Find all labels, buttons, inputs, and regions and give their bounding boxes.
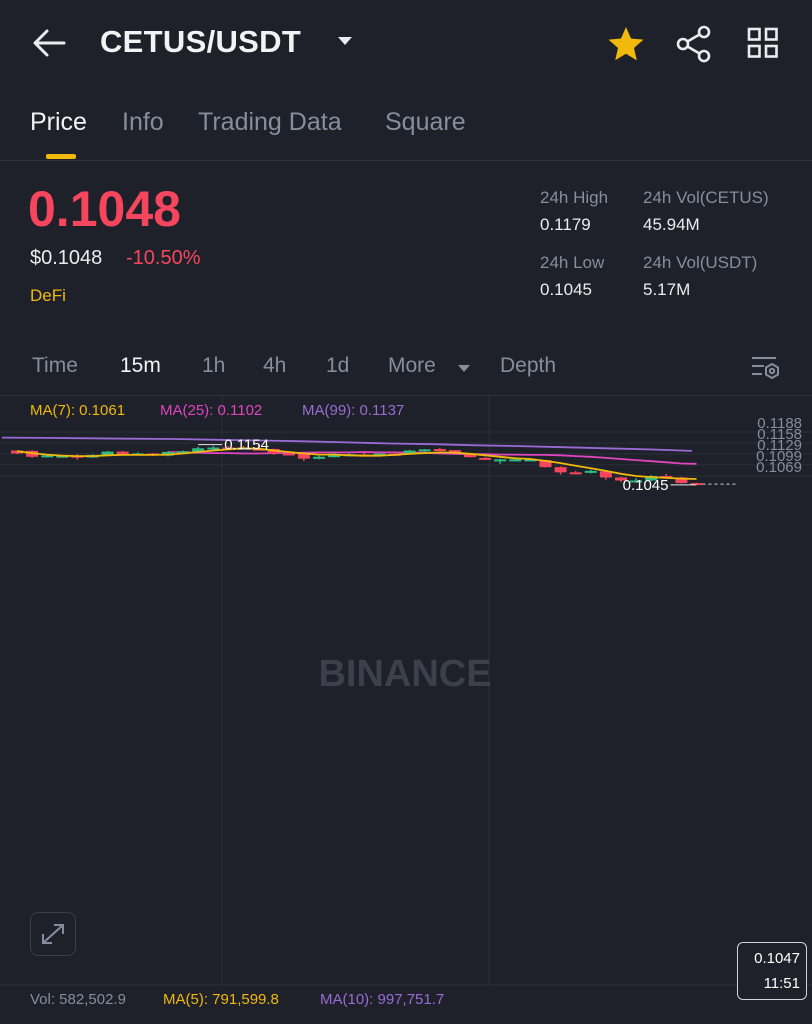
depth-tab[interactable]: Depth: [500, 354, 557, 377]
candle-body: [569, 472, 582, 475]
candle-body: [509, 459, 522, 462]
candle-body: [56, 455, 69, 458]
price-markers: 0.1154 0.1045: [198, 437, 737, 494]
caret-down-icon[interactable]: [336, 30, 354, 52]
share-icon[interactable]: [674, 24, 714, 64]
price-axis-label: 0.1129: [757, 437, 802, 454]
stat-vol-quote-label: 24h Vol(USDT): [643, 253, 758, 272]
stat-vol-base-value: 45.94M: [643, 215, 700, 234]
interval-4h[interactable]: 4h: [263, 354, 287, 377]
price-axis-label: 0.1158: [757, 426, 802, 443]
ma99-line: [1, 436, 693, 452]
candle-body: [297, 453, 310, 459]
candle-body: [448, 450, 461, 453]
volume-ma10-legend: MA(10): 997,751.7: [320, 991, 445, 1008]
current-price-label: 0.1047: [754, 950, 800, 967]
usd-price: $0.1048: [30, 247, 103, 269]
tab-trading-data[interactable]: Trading Data: [198, 108, 342, 136]
ma7-line: [16, 447, 697, 480]
interval-more[interactable]: More: [388, 354, 436, 377]
ma7-legend: MA(7): 0.1061: [30, 402, 126, 419]
current-price-box: 0.1047 11:51: [737, 942, 807, 1000]
low-marker-label: 0.1045: [623, 477, 669, 494]
divider: [0, 395, 812, 396]
watermark: BINANCE: [318, 653, 491, 695]
candle-countdown: 11:51: [763, 975, 800, 992]
candle-body: [675, 477, 688, 484]
interval-time[interactable]: Time: [32, 354, 78, 377]
volume-ma5-legend: MA(5): 791,599.8: [163, 991, 279, 1008]
fullscreen-button[interactable]: [30, 912, 76, 956]
candle-body: [599, 471, 612, 478]
price-change-percent: -10.50%: [126, 247, 201, 269]
candle-body: [373, 453, 386, 456]
high-marker-label: 0.1154: [224, 437, 269, 454]
candle-body: [41, 455, 54, 458]
candle-body: [615, 477, 627, 481]
stat-high-label: 24h High: [540, 188, 609, 207]
pair-title[interactable]: CETUS/USDT: [100, 24, 302, 59]
ma7-line-path: [16, 447, 697, 480]
chart-settings-icon[interactable]: [748, 352, 784, 382]
tab-square[interactable]: Square: [385, 108, 466, 136]
ma25-legend: MA(25): 0.1102: [160, 402, 263, 419]
price-axis-label: 0.1069: [756, 459, 802, 476]
stat-vol-quote-value: 5.17M: [643, 280, 691, 299]
candle-body: [177, 451, 190, 454]
ma99-legend: MA(99): 0.1137: [302, 402, 405, 419]
tab-info[interactable]: Info: [122, 108, 164, 136]
stat-low-value: 0.1045: [540, 280, 592, 299]
category-tag[interactable]: DeFi: [30, 286, 66, 305]
price-axis-label: 0.1188: [757, 415, 802, 432]
interval-1h[interactable]: 1h: [202, 354, 226, 377]
star-icon[interactable]: [606, 24, 646, 64]
stat-high-value: 0.1179: [540, 215, 591, 234]
back-arrow-icon[interactable]: [30, 26, 70, 60]
candle-body: [630, 480, 643, 483]
stat-vol-base-label: 24h Vol(CETUS): [643, 188, 769, 207]
candle-body: [418, 449, 431, 452]
candle-body: [116, 451, 129, 455]
candle-body: [207, 447, 220, 450]
candle-body: [494, 459, 507, 462]
interval-15m[interactable]: 15m: [120, 354, 161, 377]
candle-body: [252, 448, 265, 451]
candle-body: [282, 453, 295, 456]
candle-body: [433, 449, 446, 452]
caret-down-icon[interactable]: [457, 361, 471, 372]
candle-body: [403, 450, 416, 454]
ma99-line-path: [1, 436, 693, 452]
candle-body: [539, 460, 552, 468]
candle-body: [101, 451, 114, 455]
price-axis-label: 0.1099: [756, 448, 802, 465]
interval-1d[interactable]: 1d: [326, 354, 350, 377]
candle-body: [192, 448, 205, 453]
candle-body: [584, 470, 597, 473]
stat-low-label: 24h Low: [540, 253, 605, 272]
grid-icon[interactable]: [744, 24, 782, 62]
candle-body: [479, 457, 492, 460]
active-tab-indicator: [46, 154, 76, 159]
candle-body: [554, 467, 567, 473]
candle-body: [313, 456, 325, 459]
candle-body: [464, 453, 476, 458]
tab-price[interactable]: Price: [30, 108, 87, 136]
candle-body: [690, 483, 703, 486]
volume-legend: Vol: 582,502.9: [30, 991, 126, 1008]
candle-body: [524, 459, 537, 462]
last-price: 0.1048: [28, 181, 181, 237]
candle-body: [645, 476, 658, 481]
divider: [0, 160, 812, 161]
